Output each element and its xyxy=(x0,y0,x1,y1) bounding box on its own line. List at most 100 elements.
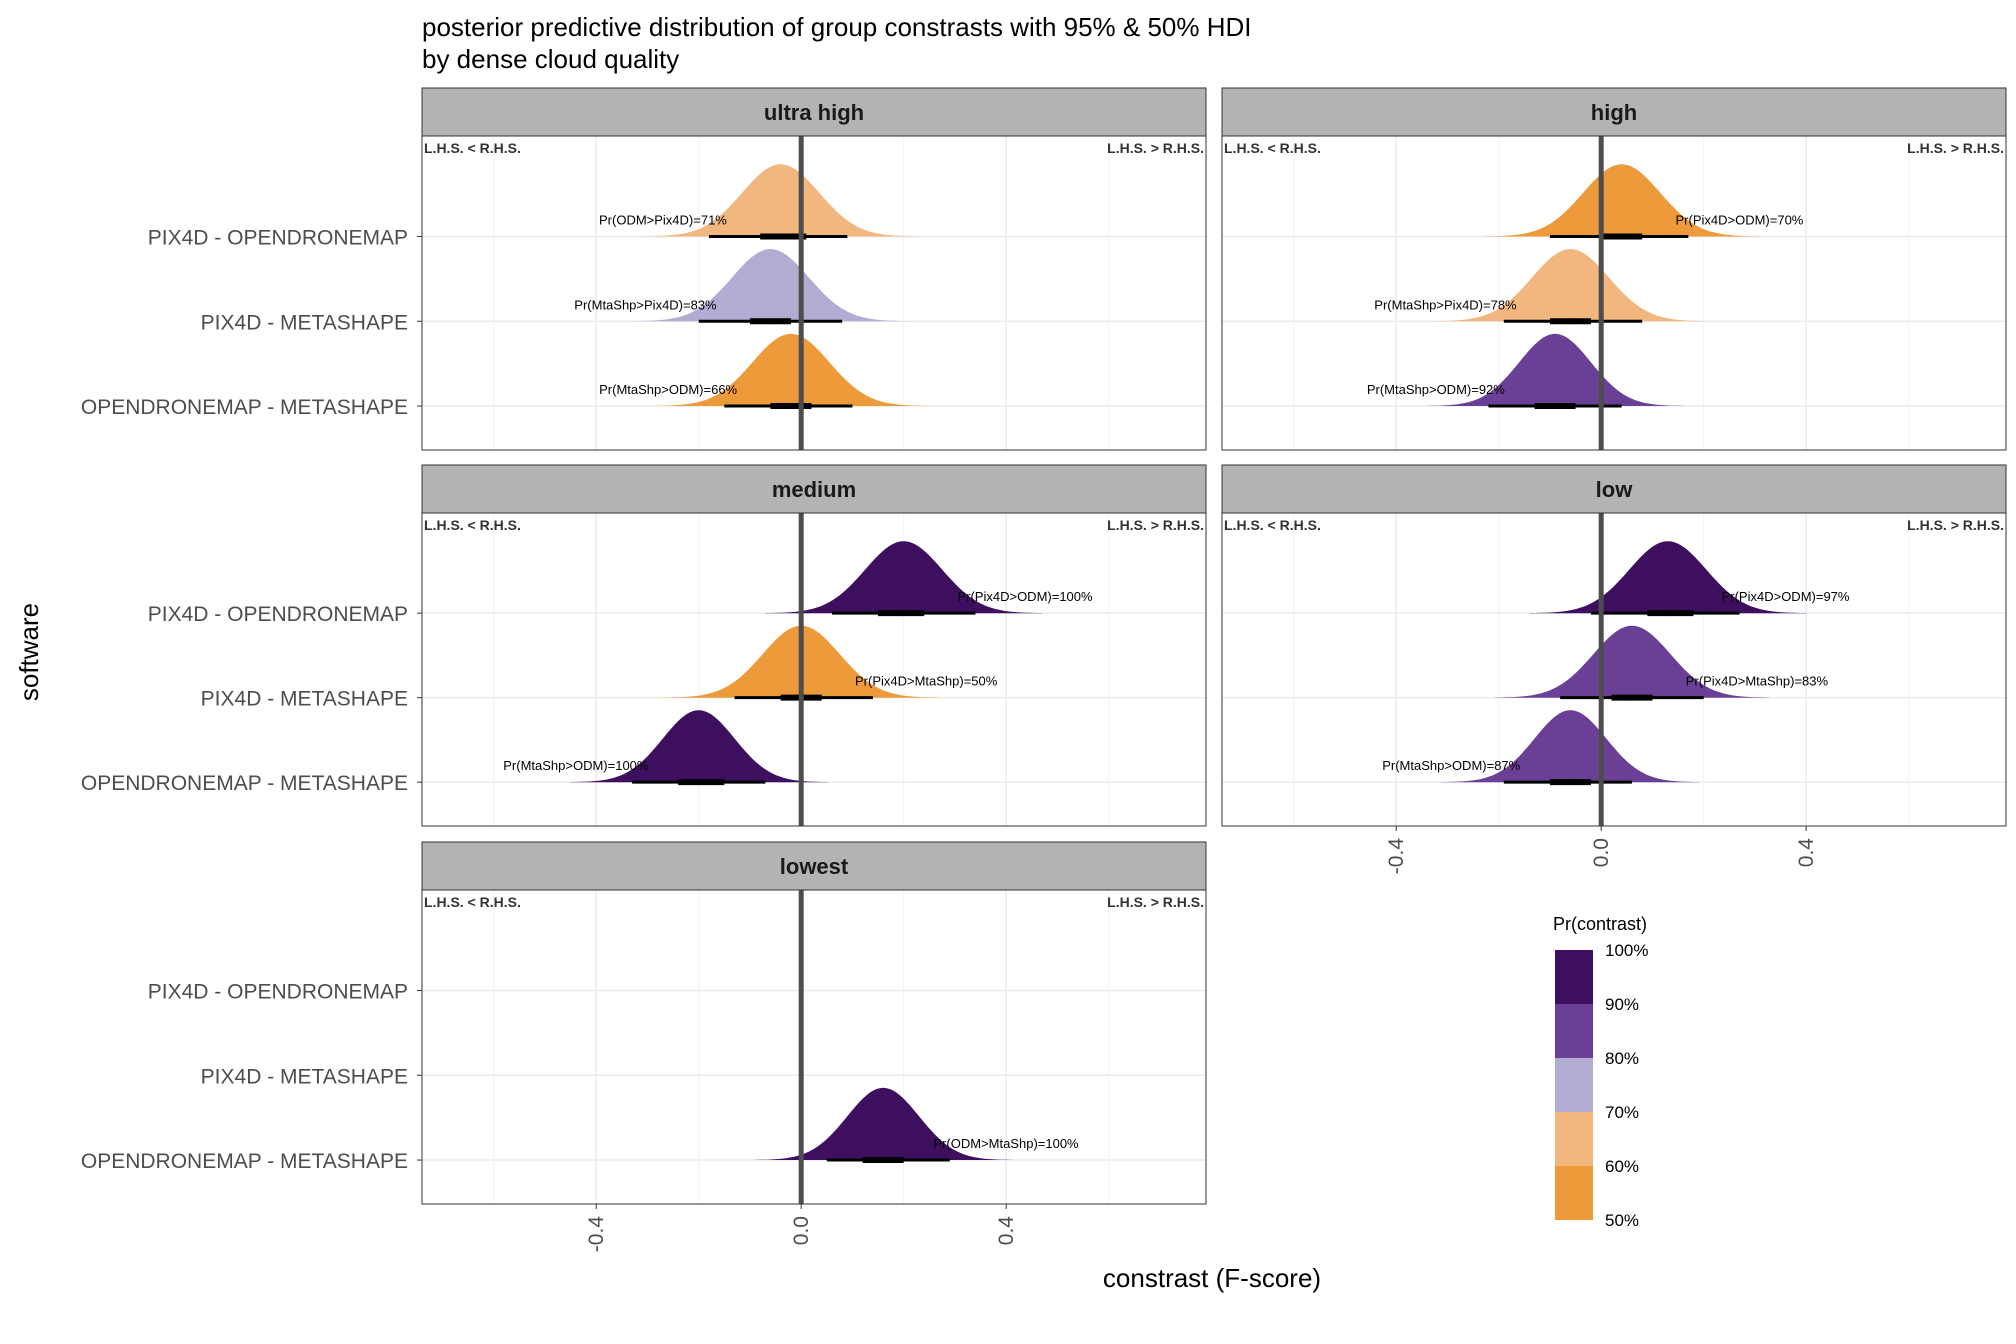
x-tick-label: 0.0 xyxy=(790,1216,813,1245)
y-tick-label: PIX4D - METASHAPE xyxy=(201,688,408,711)
probability-annotation: Pr(Pix4D>ODM)=100% xyxy=(957,589,1093,604)
x-tick-label: -0.4 xyxy=(1385,838,1408,875)
side-label-left: L.H.S. < R.H.S. xyxy=(424,517,521,533)
y-tick-label: PIX4D - METASHAPE xyxy=(201,1065,408,1088)
facet-strip xyxy=(1221,464,2007,514)
legend-color-key xyxy=(1555,1112,1593,1166)
density-series: Pr(MtaShp>Pix4D)=78% xyxy=(1374,249,1709,325)
panel-border xyxy=(1221,512,2007,827)
median-point xyxy=(767,318,774,325)
side-label-right: L.H.S. > R.H.S. xyxy=(1907,517,2004,533)
probability-annotation: Pr(MtaShp>ODM)=100% xyxy=(503,758,649,773)
median-point xyxy=(695,779,702,786)
legend-label: 60% xyxy=(1605,1157,1639,1176)
y-tick-label: OPENDRONEMAP - METASHAPE xyxy=(81,396,408,419)
y-tick-label: PIX4D - OPENDRONEMAP xyxy=(148,226,408,249)
facet-high: high L.H.S. < R.H.S. L.H.S. > R.H.S. Pr(Pix… xyxy=(1221,87,2007,451)
probability-annotation: Pr(Pix4D>MtaShp)=83% xyxy=(1686,674,1829,689)
density-curve xyxy=(1425,333,1685,406)
density-curve xyxy=(1432,249,1709,322)
density-curve xyxy=(1483,164,1760,237)
probability-annotation: Pr(MtaShp>Pix4D)=78% xyxy=(1374,297,1517,312)
y-tick-label: OPENDRONEMAP - METASHAPE xyxy=(81,1150,408,1173)
density-curve xyxy=(632,249,909,322)
probability-annotation: Pr(MtaShp>ODM)=66% xyxy=(599,382,737,397)
facet-strip-label: ultra high xyxy=(764,100,864,125)
x-tick-label: 0.4 xyxy=(995,1216,1018,1246)
x-tick-label: 0.4 xyxy=(1795,838,1818,868)
x-axis-title: constrast (F-score) xyxy=(1103,1263,1321,1293)
probability-annotation: Pr(ODM>MtaShp)=100% xyxy=(933,1136,1079,1151)
side-label-left: L.H.S. < R.H.S. xyxy=(424,140,521,156)
facet-strip-label: high xyxy=(1591,100,1637,125)
density-series: Pr(MtaShp>ODM)=92% xyxy=(1367,333,1685,410)
density-curve xyxy=(765,541,1042,614)
legend-title: Pr(contrast) xyxy=(1553,914,1647,934)
side-label-right: L.H.S. > R.H.S. xyxy=(1107,894,1204,910)
side-label-right: L.H.S. > R.H.S. xyxy=(1907,140,2004,156)
density-series: Pr(Pix4D>ODM)=70% xyxy=(1483,164,1804,240)
density-series: Pr(ODM>MtaShp)=100% xyxy=(754,1087,1079,1164)
probability-annotation: Pr(Pix4D>MtaShp)=50% xyxy=(855,674,998,689)
facet-ultra-high: ultra high L.H.S. < R.H.S. L.H.S. > R.H.S.… xyxy=(81,87,1207,451)
median-point xyxy=(1628,694,1635,701)
median-point xyxy=(900,610,907,617)
chart-title-line1: posterior predictive distribution of gro… xyxy=(422,12,1252,42)
legend-label: 50% xyxy=(1605,1211,1639,1230)
density-curve xyxy=(1529,541,1807,614)
median-point xyxy=(1567,318,1574,325)
median-point xyxy=(1552,403,1559,410)
side-label-left: L.H.S. < R.H.S. xyxy=(424,894,521,910)
facet-strip xyxy=(421,841,1207,891)
side-label-right: L.H.S. > R.H.S. xyxy=(1107,140,1204,156)
legend-color-key xyxy=(1555,1004,1593,1058)
facet-strip-label: medium xyxy=(772,477,856,502)
panel-border xyxy=(421,135,1207,451)
y-tick-label: PIX4D - OPENDRONEMAP xyxy=(148,980,408,1003)
probability-annotation: Pr(MtaShp>ODM)=87% xyxy=(1382,758,1520,773)
facet-lowest: lowest L.H.S. < R.H.S. L.H.S. > R.H.S. Pr(O… xyxy=(81,841,1207,1253)
panel-border xyxy=(1221,135,2007,451)
probability-annotation: Pr(MtaShp>Pix4D)=83% xyxy=(574,297,717,312)
facet-strip-label: low xyxy=(1596,477,1634,502)
density-curve xyxy=(754,1087,1013,1160)
probability-annotation: Pr(ODM>Pix4D)=71% xyxy=(599,212,727,227)
legend-label: 80% xyxy=(1605,1049,1639,1068)
median-point xyxy=(1664,610,1671,617)
y-tick-label: PIX4D - METASHAPE xyxy=(201,311,408,334)
density-series: Pr(MtaShp>Pix4D)=83% xyxy=(574,249,909,325)
density-series: Pr(ODM>Pix4D)=71% xyxy=(599,164,919,240)
density-curve xyxy=(1493,625,1771,698)
side-label-right: L.H.S. > R.H.S. xyxy=(1107,517,1204,533)
y-axis-title: software xyxy=(14,603,44,701)
median-point xyxy=(777,233,784,240)
facet-strip xyxy=(421,87,1207,137)
chart-title-line2: by dense cloud quality xyxy=(422,44,679,74)
median-point xyxy=(880,1157,887,1164)
density-curve xyxy=(569,710,828,783)
legend-color-key xyxy=(1555,950,1593,1004)
density-series: Pr(MtaShp>ODM)=100% xyxy=(503,710,828,786)
median-point xyxy=(787,403,794,410)
facet-panels: ultra high L.H.S. < R.H.S. L.H.S. > R.H.S.… xyxy=(81,87,2007,1253)
x-tick-label: -0.4 xyxy=(585,1216,608,1253)
density-series: Pr(MtaShp>ODM)=87% xyxy=(1382,710,1700,786)
density-series: Pr(Pix4D>MtaShp)=83% xyxy=(1493,625,1829,701)
x-tick-label: 0.0 xyxy=(1590,838,1613,867)
panel-border xyxy=(421,889,1207,1205)
facet-medium: medium L.H.S. < R.H.S. L.H.S. > R.H.S. Pr(P… xyxy=(81,464,1207,827)
legend: Pr(contrast) 100% 90% 80% 70% 60% 50% xyxy=(1553,914,1648,1230)
legend-color-key xyxy=(1555,1058,1593,1112)
probability-annotation: Pr(MtaShp>ODM)=92% xyxy=(1367,382,1505,397)
legend-label: 100% xyxy=(1605,941,1648,960)
median-point xyxy=(1618,233,1625,240)
probability-annotation: Pr(Pix4D>ODM)=97% xyxy=(1722,589,1850,604)
facet-strip xyxy=(1221,87,2007,137)
facet-strip xyxy=(421,464,1207,514)
probability-annotation: Pr(Pix4D>ODM)=70% xyxy=(1675,212,1803,227)
median-point xyxy=(1567,779,1574,786)
side-label-left: L.H.S. < R.H.S. xyxy=(1224,140,1321,156)
legend-label: 70% xyxy=(1605,1103,1639,1122)
density-curve xyxy=(642,164,919,237)
